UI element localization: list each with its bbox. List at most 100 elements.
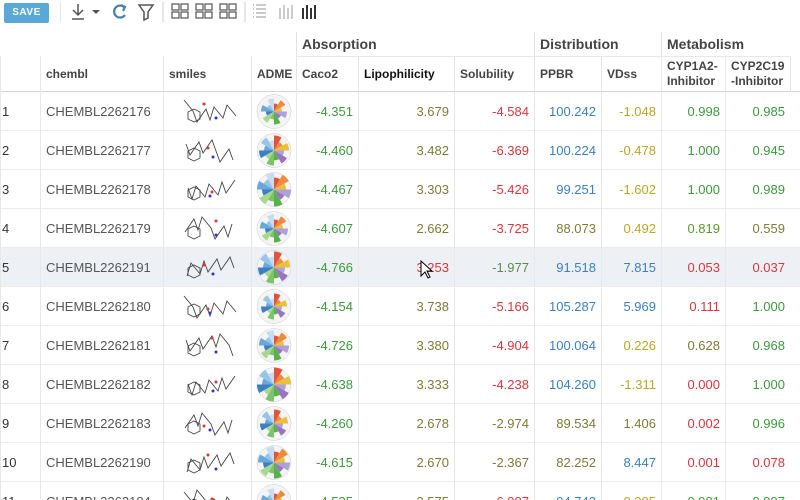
value-cell: 8.447 (601, 443, 661, 482)
value-cell: 0.989 (725, 170, 790, 209)
row-bg (0, 326, 800, 365)
value-cell: -4.607 (296, 209, 358, 248)
pie-icon (256, 484, 292, 500)
value-cell: 0.037 (725, 248, 790, 287)
molecule-image (163, 209, 251, 248)
filter-icon[interactable] (137, 4, 155, 22)
column-icons[interactable] (253, 4, 316, 19)
row-number: 7 (0, 326, 40, 365)
row-bg (0, 131, 800, 170)
row-number: 5 (0, 248, 40, 287)
row-number: 2 (0, 131, 40, 170)
molecule (184, 412, 233, 436)
row-bg (0, 287, 800, 326)
value-cell: -4.351 (296, 92, 358, 131)
refresh-icon[interactable] (113, 4, 127, 19)
value-cell: 2.678 (358, 404, 454, 443)
molecule (185, 139, 234, 163)
molecule-image (163, 326, 251, 365)
value-cell: -4.584 (454, 92, 534, 131)
row-number: 11 (0, 482, 40, 500)
value-cell: 88.073 (534, 209, 601, 248)
value-cell: -1.977 (454, 248, 534, 287)
value-cell: 1.000 (661, 131, 725, 170)
pie-icon (256, 289, 292, 324)
value-cell: 0.968 (725, 326, 790, 365)
row-number: 10 (0, 443, 40, 482)
molecule (186, 256, 235, 279)
pie-icon (256, 406, 292, 441)
value-cell: 0.985 (725, 92, 790, 131)
molecule-image (163, 365, 251, 404)
value-cell: -4.525 (296, 482, 358, 500)
value-cell: -5.166 (454, 287, 534, 326)
group-divider (296, 56, 534, 57)
column-header (0, 56, 40, 92)
column-header: CYP2C19 -Inhibitor (725, 56, 790, 92)
value-cell: -4.904 (454, 326, 534, 365)
chembl-id: CHEMBL2262177 (40, 131, 163, 170)
column-header: Solubility (454, 56, 534, 92)
value-cell: 94.742 (534, 482, 601, 500)
value-cell: 1.406 (601, 404, 661, 443)
value-cell: -0.478 (601, 131, 661, 170)
value-cell: 3.303 (358, 170, 454, 209)
download-icon[interactable] (72, 4, 100, 20)
column-header: chembl (40, 56, 163, 92)
value-cell: 0.996 (725, 404, 790, 443)
value-cell: -4.154 (296, 287, 358, 326)
row-number: 1 (0, 92, 40, 131)
value-cell: 0.002 (661, 404, 725, 443)
molecule-image (163, 287, 251, 326)
row-bg (0, 248, 800, 287)
header-border (0, 91, 800, 92)
data-grid: Absorption Distribution Metabolism chembl sm… (0, 30, 800, 500)
row-bg (0, 209, 800, 248)
molecule (185, 333, 234, 357)
chembl-id: CHEMBL2262176 (40, 92, 163, 131)
value-cell: 0.981 (661, 482, 725, 500)
value-cell: 0.998 (661, 92, 725, 131)
row-bg (0, 443, 800, 482)
molecule (183, 489, 231, 500)
value-cell: 1.000 (725, 365, 790, 404)
value-cell: 2.662 (358, 209, 454, 248)
chembl-id: CHEMBL2262190 (40, 443, 163, 482)
molecule-image (163, 131, 251, 170)
chembl-id: CHEMBL2262191 (40, 248, 163, 287)
molecule (186, 452, 235, 474)
value-cell: 91.518 (534, 248, 601, 287)
group-header: Metabolism (661, 32, 790, 56)
value-cell: -4.615 (296, 443, 358, 482)
value-cell: 0.226 (601, 326, 661, 365)
group-divider (534, 56, 661, 57)
column-header: Caco2 (296, 56, 358, 92)
molecule-image (163, 482, 251, 500)
value-cell: 3.253 (358, 248, 454, 287)
adme-pie (251, 248, 296, 287)
value-cell: -2.974 (454, 404, 534, 443)
value-cell: -4.460 (296, 131, 358, 170)
adme-pie (251, 326, 296, 365)
layout-icons[interactable] (171, 3, 237, 19)
value-cell: -6.369 (454, 131, 534, 170)
pie-icon (256, 250, 292, 285)
molecule-image (163, 404, 251, 443)
value-cell: 5.969 (601, 287, 661, 326)
value-cell: 0.078 (725, 443, 790, 482)
mouse-cursor (420, 260, 434, 279)
pie-icon (256, 367, 292, 402)
value-cell: 0.819 (661, 209, 725, 248)
value-cell: 3.738 (358, 287, 454, 326)
row-number: 3 (0, 170, 40, 209)
column-header: PPBR (534, 56, 601, 92)
value-cell: 0.628 (661, 326, 725, 365)
save-button[interactable]: SAVE (4, 3, 49, 23)
value-cell: 105.287 (534, 287, 601, 326)
chembl-id: CHEMBL2262181 (40, 326, 163, 365)
molecule (187, 375, 236, 397)
value-cell: -4.260 (296, 404, 358, 443)
value-cell: -1.602 (601, 170, 661, 209)
group-header: Distribution (534, 32, 661, 56)
value-cell: 3.333 (358, 365, 454, 404)
